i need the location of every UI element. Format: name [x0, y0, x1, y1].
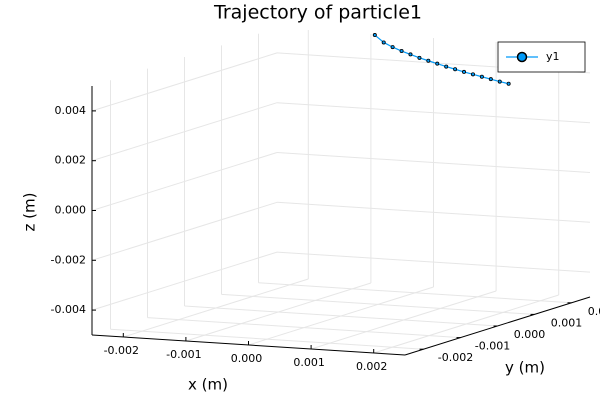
- y-tick-label: 0.000: [514, 328, 546, 341]
- z-tick-label: 0.000: [55, 204, 87, 217]
- marker: [408, 52, 413, 57]
- marker: [479, 74, 484, 79]
- marker: [417, 55, 422, 60]
- z-tick-label: -0.002: [51, 253, 86, 266]
- marker: [372, 33, 377, 38]
- y-tick-label: -0.001: [475, 340, 510, 353]
- marker: [470, 72, 475, 77]
- marker: [497, 79, 502, 84]
- z-tick-label: 0.004: [55, 104, 87, 117]
- marker: [426, 58, 431, 63]
- grid-line: [91, 152, 278, 211]
- trajectory-line: [374, 34, 509, 85]
- x-tick-label: -0.002: [104, 344, 139, 357]
- grid-line: [276, 152, 591, 173]
- grid-line: [91, 251, 278, 311]
- grid-line: [276, 102, 591, 124]
- y-tick-label: -0.002: [438, 351, 473, 364]
- grid-line: [147, 317, 461, 339]
- marker: [444, 64, 449, 69]
- y-tick-label: 0.001: [551, 316, 583, 329]
- marker: [488, 77, 493, 82]
- marker: [462, 69, 467, 74]
- z-tick-label: 0.002: [55, 154, 87, 167]
- marker: [381, 40, 386, 45]
- x-tick-label: 0.001: [293, 356, 325, 369]
- y-tick-label: 0.002: [588, 305, 600, 318]
- legend-marker: [516, 51, 528, 63]
- marker: [435, 61, 440, 66]
- z-axis-label: z (m): [21, 193, 39, 232]
- grid-line: [184, 305, 498, 327]
- grid-line: [91, 52, 278, 112]
- grid-line: [110, 328, 424, 350]
- grid-line: [91, 201, 278, 261]
- x-tick-label: 0.002: [356, 360, 388, 373]
- legend-label: y1: [546, 50, 560, 63]
- grid-line: [91, 102, 278, 162]
- x-axis-label: x (m): [188, 376, 228, 394]
- grid-line: [221, 293, 535, 315]
- chart-title: Trajectory of particle1: [213, 2, 422, 24]
- x-tick-label: 0.000: [231, 352, 263, 365]
- marker: [399, 49, 404, 54]
- marker: [506, 81, 511, 86]
- marker: [390, 45, 395, 50]
- marker: [453, 67, 458, 72]
- z-tick-label: -0.004: [51, 303, 86, 316]
- grid-line: [258, 282, 572, 304]
- grid-line: [276, 201, 591, 223]
- y-axis-label: y (m): [505, 359, 545, 377]
- x-tick-label: -0.001: [166, 348, 201, 361]
- grid-line: [276, 251, 591, 273]
